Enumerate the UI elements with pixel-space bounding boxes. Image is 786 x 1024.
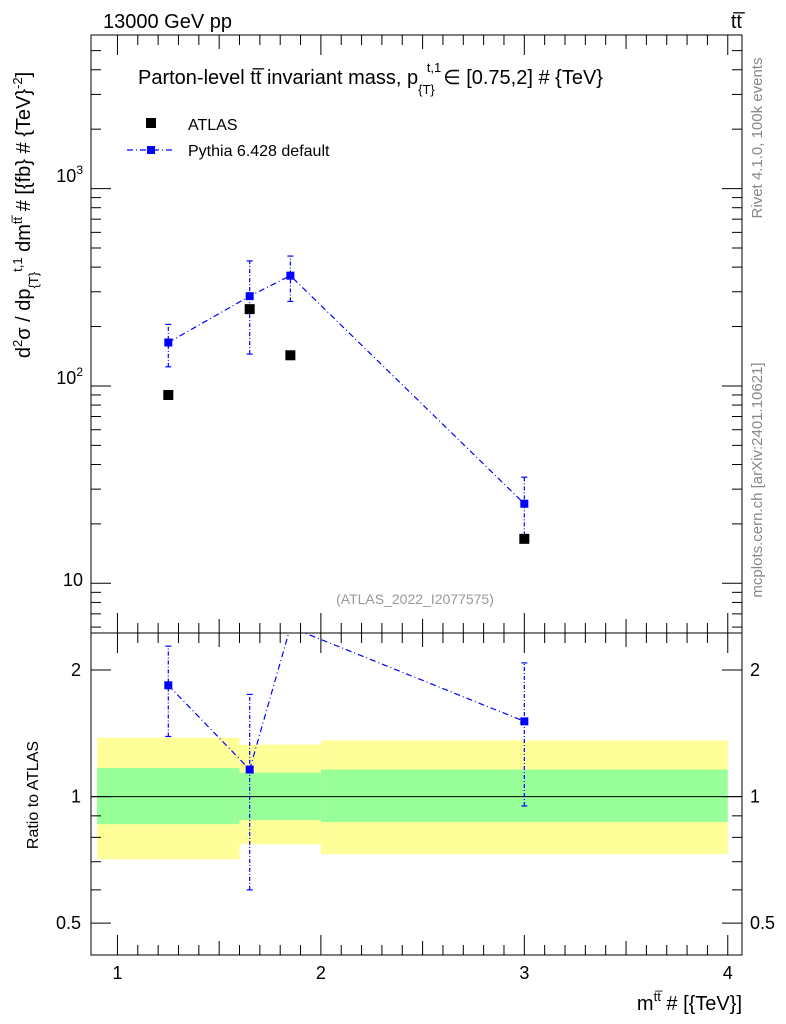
atlas-point [519,533,530,544]
legend-pythia-marker [147,146,155,154]
rivet-version-label: Rivet 4.1.0, 100k events [749,58,766,219]
main-series-layer [163,255,530,544]
ratio-y-tick-label-right: 2 [750,660,760,680]
ratio-bands-layer [97,737,728,860]
header-process-label: tt̅ [731,11,745,33]
main-y-ticks [91,34,742,628]
legend-atlas-label: ATLAS [188,117,238,134]
ratio-y-axis-label: Ratio to ATLAS [25,741,42,849]
x-tick-label: 1 [112,963,122,983]
analysis-watermark: (ATLAS_2022_I2077575) [336,591,494,607]
ratio-x-ticks: 1 2 3 4 [112,633,733,983]
main-y-axis-label: d2σ / dp{T}t,1 dmtt̅ # [{fb} # {TeV}-2] [10,72,41,358]
pythia-point [164,338,173,347]
ratio-pythia-point [520,717,529,726]
ratio-band-inner [97,767,240,825]
ratio-panel: 0.5 0.5 1 1 2 2 1 2 3 4 Ratio to ATLAS mtt̅ # [{… [25,632,775,1015]
ratio-pythia-point [164,681,173,690]
ratio-series-group [164,633,529,891]
header-energy-label: 13000 GeV pp [103,11,232,33]
pythia-point [286,271,295,280]
ratio-y-ticks: 0.5 0.5 1 1 2 2 [56,660,775,933]
pythia-point [520,499,529,508]
plot-title: Parton-level tt̅ invariant mass, p{T}t,1… [138,60,603,97]
atlas-point [285,350,296,361]
y-tick-label-100: 102 [56,365,83,388]
ratio-y-tick-label: 0.5 [56,913,81,933]
atlas-point [163,389,174,400]
ratio-y-tick-label-right: 0.5 [750,913,775,933]
ratio-series-layer [164,633,529,891]
ratio-panel-frame [90,632,743,956]
x-tick-label: 3 [519,963,529,983]
legend-pythia-label: Pythia 6.428 default [188,143,330,160]
mcplots-label: mcplots.cern.ch [arXiv:2401.10621] [749,362,766,597]
main-x-ticks [116,35,729,633]
pythia-line [168,274,525,505]
x-tick-label: 2 [316,963,326,983]
x-axis-label: mtt̅ # [{TeV}] [637,989,742,1015]
ratio-pythia-point [245,765,254,774]
ratio-y-tick-label: 2 [71,660,81,680]
legend-atlas-marker [146,118,156,128]
x-tick-label: 4 [723,963,733,983]
y-tick-label-10: 10 [63,570,83,590]
ratio-y-tick-label-right: 1 [750,787,760,807]
y-tick-label-1000: 103 [56,163,83,186]
main-panel: 10 102 103 Parton-level tt̅ invariant ma… [10,34,743,634]
ratio-y-tick-label: 1 [71,787,81,807]
atlas-point [244,304,255,315]
pythia-point [245,292,254,301]
ratio-pythia-line [167,633,525,771]
